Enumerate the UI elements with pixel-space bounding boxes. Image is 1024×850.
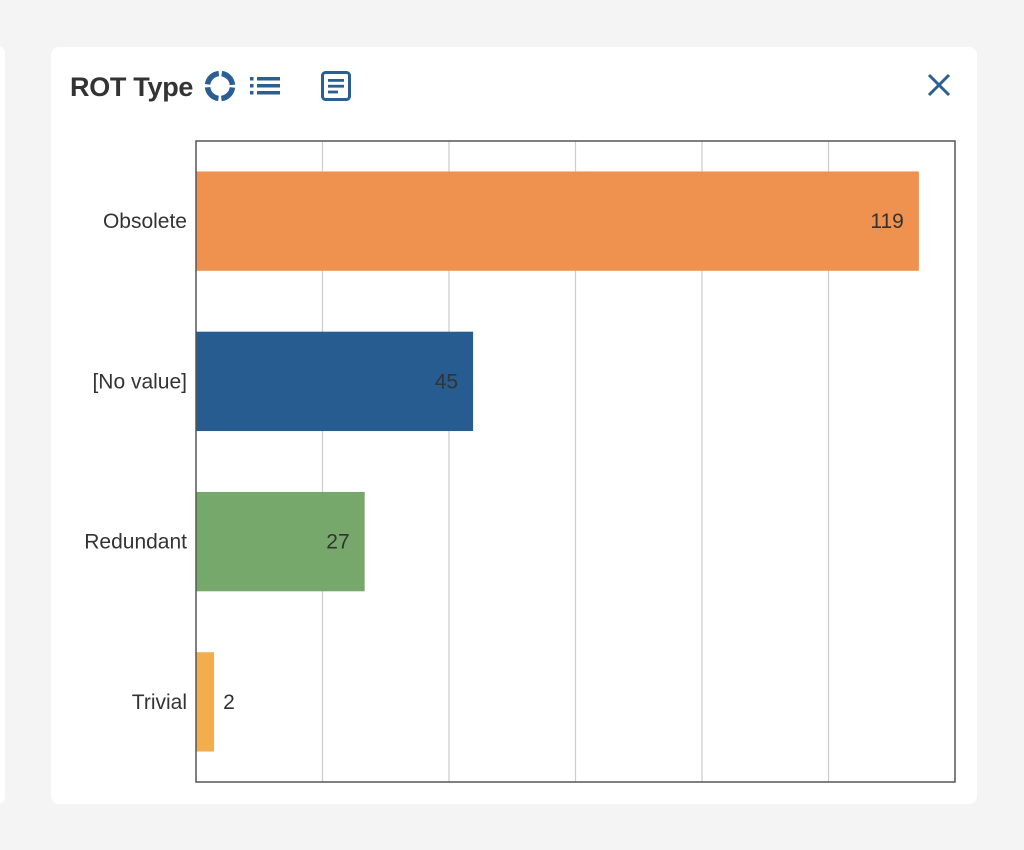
document-icon[interactable] [318,68,354,104]
bar[interactable] [196,491,365,592]
bar[interactable] [196,331,474,432]
category-label: Trivial [132,691,187,714]
chart-canvas: Obsolete 119 [No value] 45 Redundant 27 Trivia… [84,140,956,783]
bar[interactable] [196,171,919,271]
widget-title: ROT Type [70,72,194,102]
plot-frame [195,140,956,783]
data-label: 45 [435,370,458,393]
adjacent-panel-edge [0,47,5,803]
rot-type-widget: ROT Type [51,47,977,804]
close-icon[interactable] [925,71,953,99]
list-view-icon[interactable] [249,75,283,97]
bar[interactable] [196,652,215,752]
category-label: Obsolete [103,210,187,233]
bar-chart: Obsolete 119 [No value] 45 Redundant 27 Trivia… [51,47,977,809]
data-label: 2 [223,691,235,714]
widget-header: ROT Type [51,47,977,127]
category-label: Redundant [84,531,187,554]
data-label: 119 [870,210,903,233]
category-label: [No value] [92,370,187,393]
data-label: 27 [326,531,349,554]
